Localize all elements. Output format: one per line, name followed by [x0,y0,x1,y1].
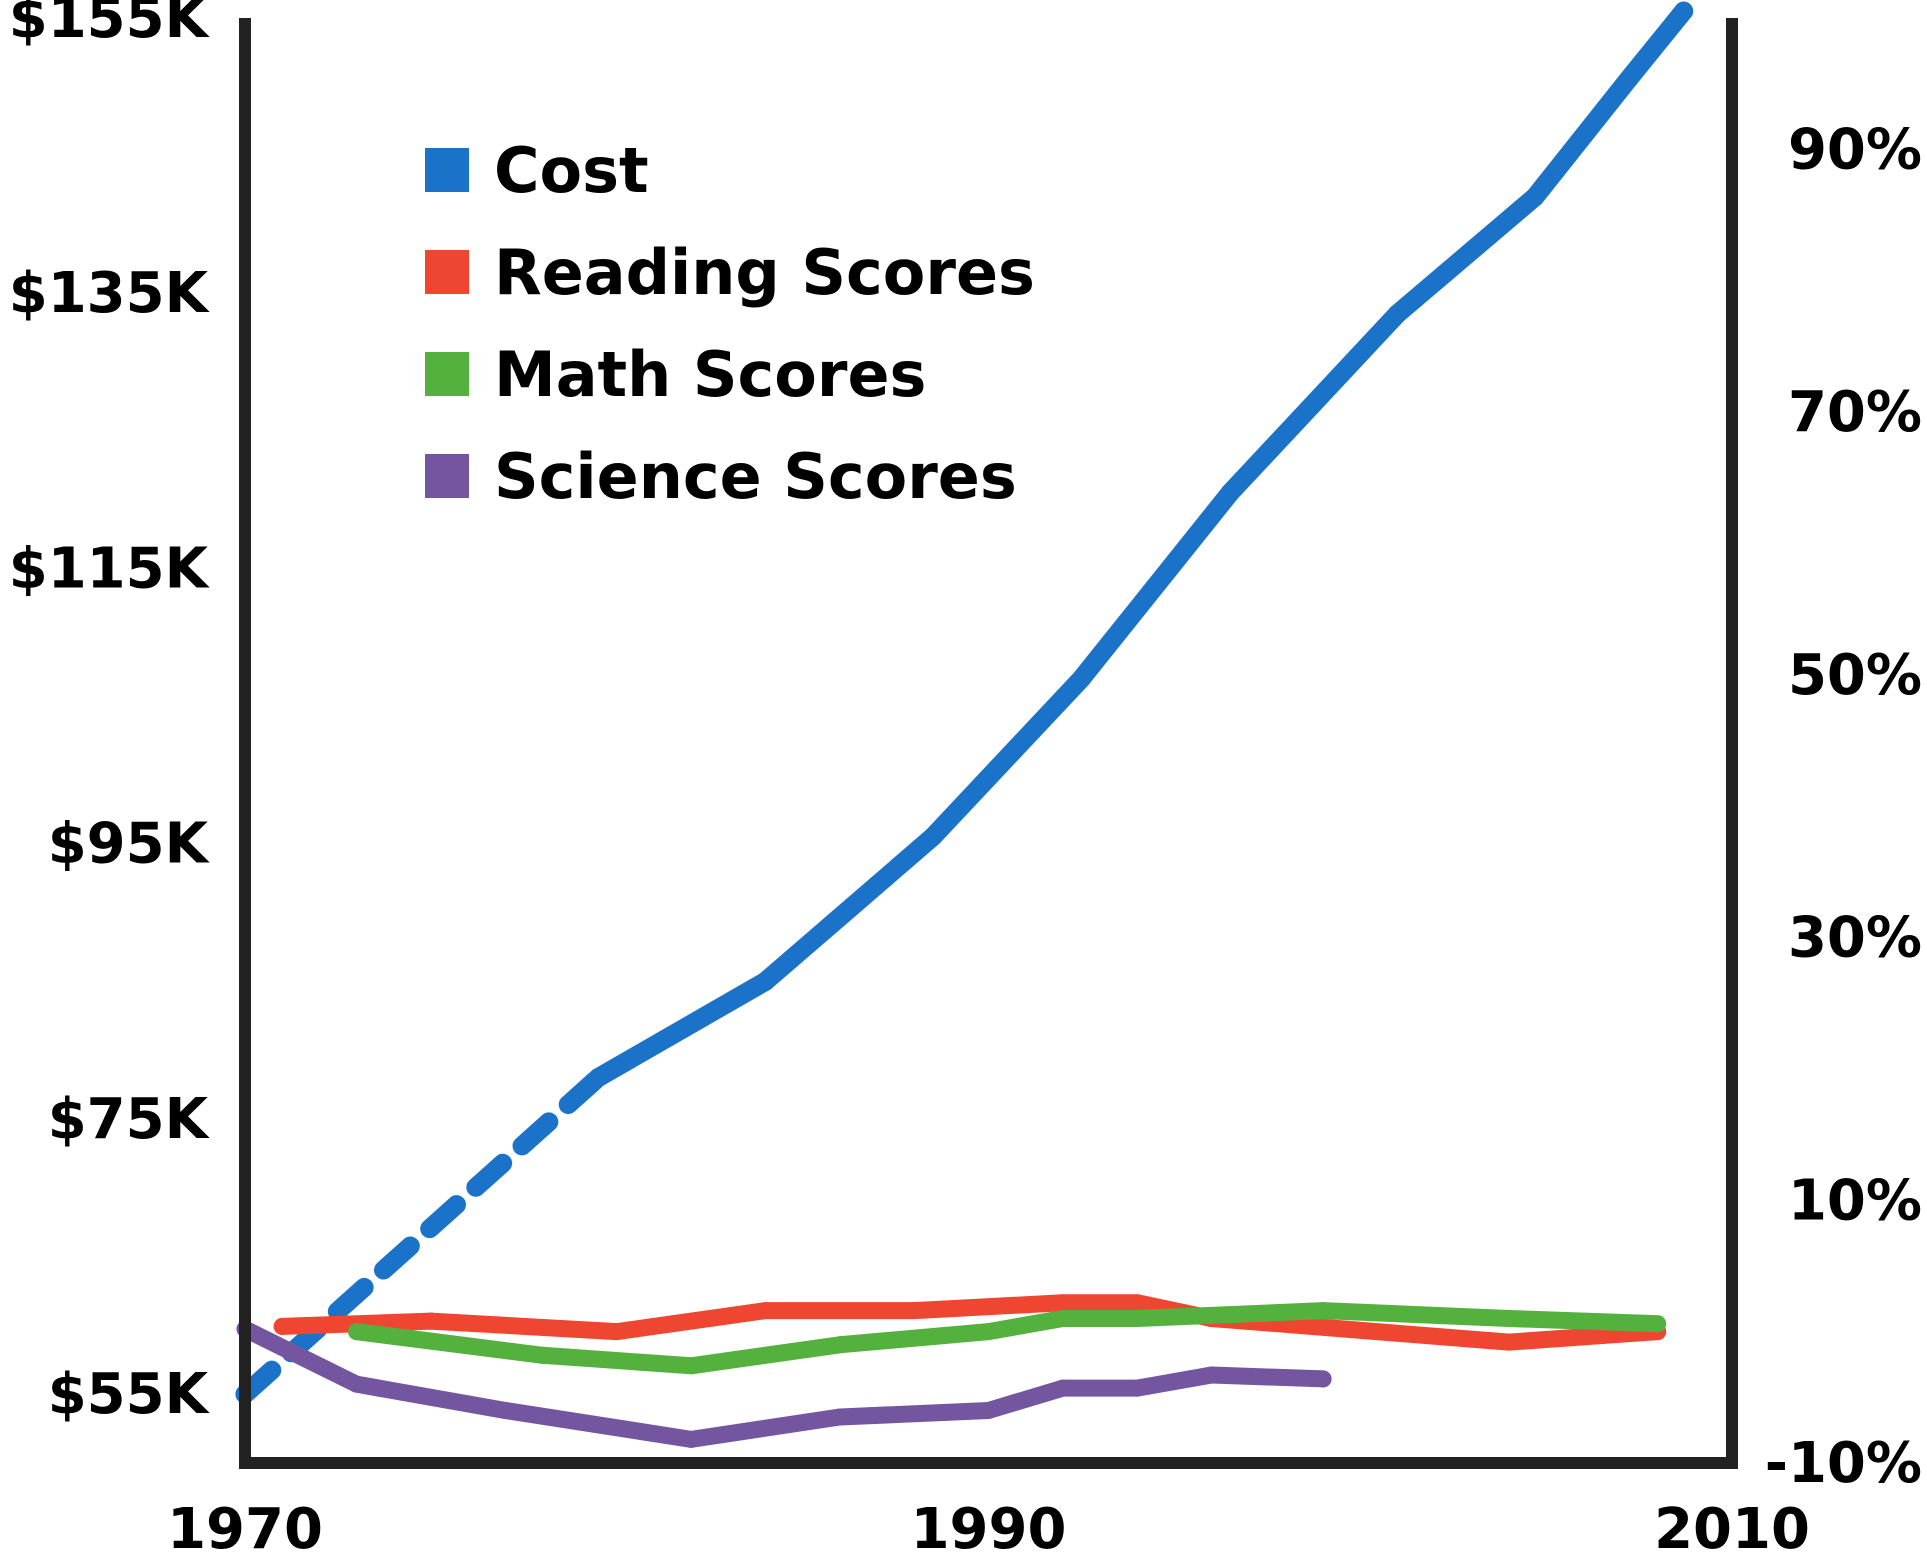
series-science-scores-point-4 [831,1408,849,1426]
legend-swatch [425,454,469,498]
legend: Cost Reading Scores Math Scores Science Sco… [425,134,1035,513]
series-math-scores-line [348,1302,1667,1375]
ticks-layer: $155K $135K $115K $95K $75K $55K 90% 70% 50% 30% 1… [9,0,1922,1554]
legend-swatch [425,148,469,192]
legend-label: Science Scores [494,440,1017,513]
y-right-tick-label: 90% [1788,117,1922,182]
y-left-tick-label: $55K [48,1362,211,1427]
series-cost-point-6 [1387,304,1407,324]
y-right-tick-label: 70% [1788,380,1922,445]
legend-swatch [425,352,469,396]
series-reading-scores-point-6 [1128,1294,1146,1312]
series-cost-point-2 [755,971,775,991]
legend-item-math-scores: Math Scores [425,338,926,411]
series-math-scores-point-4 [980,1323,997,1341]
y-left-tick-label: $75K [48,1087,211,1152]
series-reading-scores-point-5 [1054,1294,1072,1312]
series-reading-scores-point-8 [1500,1333,1518,1351]
y-left-tick-label: $155K [9,0,211,51]
series-math-scores-point-7 [1314,1302,1332,1320]
series-cost-point-4 [1071,669,1091,689]
y-right-tick-label: 30% [1788,906,1922,971]
series-math-scores-point-8 [1500,1310,1518,1327]
x-tick-label: 1970 [167,1497,323,1554]
series-cost-point-9 [1674,1,1694,21]
series-reading-scores-point-0 [273,1317,291,1335]
series-cost-point-5 [1220,483,1240,503]
series-science-scores-point-5 [980,1401,997,1419]
series-math-scores-point-0 [348,1323,366,1341]
legend-item-science-scores: Science Scores [425,440,1017,513]
series-reading-scores-point-3 [756,1302,774,1320]
series-math-scores-point-9 [1649,1315,1667,1333]
series-math-scores-point-5 [1054,1310,1072,1327]
series-math-scores-point-2 [682,1357,700,1375]
legend-swatch [425,250,469,294]
legend-item-cost: Cost [425,134,649,207]
y-right-tick-label: -10% [1765,1431,1922,1496]
series-science-scores-point-7 [1128,1379,1146,1397]
series-cost [235,1,1694,1404]
series-science-scores-point-6 [1054,1379,1072,1397]
x-tick-label: 2010 [1654,1497,1810,1554]
legend-label: Reading Scores [494,236,1035,309]
series-cost-point-7 [1525,187,1545,207]
series-cost-point-1 [588,1068,608,1088]
series-reading-scores [273,1294,1667,1351]
y-right-tick-label: 50% [1788,643,1922,708]
x-tick-label: 1990 [911,1497,1067,1554]
series-reading-scores-point-2 [608,1323,626,1341]
series-math-scores-point-1 [533,1346,551,1364]
y-right-tick-label: 10% [1788,1168,1922,1233]
series-math-scores-point-6 [1128,1310,1146,1327]
series-science-scores-point-1 [348,1375,366,1393]
legend-label: Math Scores [494,338,926,411]
series-math-scores-point-3 [831,1336,849,1354]
series-science-scores-point-2 [496,1401,514,1419]
series-reading-scores-point-1 [422,1312,440,1330]
legend-item-reading-scores: Reading Scores [425,236,1035,309]
series-science-scores-line [236,1320,1332,1448]
series-science-scores-point-3 [682,1430,700,1448]
series-science-scores-point-9 [1314,1370,1332,1388]
series-reading-scores-line [273,1294,1667,1351]
y-left-tick-label: $95K [48,812,211,877]
series-cost-dashed-segment [235,1068,608,1404]
y-left-tick-label: $135K [9,261,211,326]
series-math-scores [348,1302,1667,1375]
series-science-scores-point-8 [1203,1366,1221,1384]
series-layer [235,1,1694,1448]
series-cost-point-8 [1618,70,1638,90]
y-left-tick-label: $115K [9,536,211,601]
series-reading-scores-point-4 [905,1302,923,1320]
series-cost-line [588,1,1694,1088]
series-cost-point-3 [923,827,943,847]
legend-label: Cost [494,134,649,207]
